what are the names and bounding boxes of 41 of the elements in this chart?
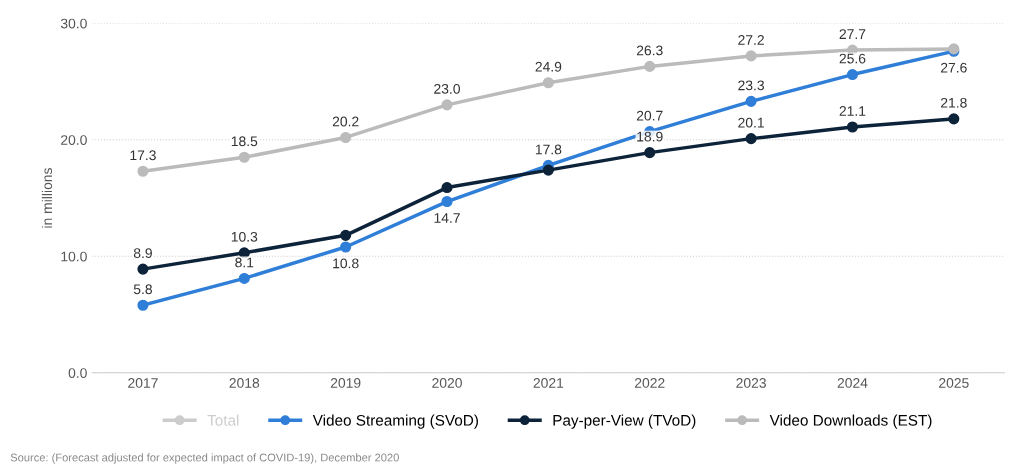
data-label: 5.8 xyxy=(133,284,152,295)
data-label: 23.0 xyxy=(434,83,460,94)
data-label: 24.9 xyxy=(535,61,562,72)
data-label: 18.5 xyxy=(231,136,258,147)
x-tick-label: 2019 xyxy=(330,378,361,388)
x-tick-label: 2017 xyxy=(128,378,158,388)
data-label: 17.3 xyxy=(130,150,156,161)
y-axis-title: in millions xyxy=(41,168,53,228)
x-tick-label: 2022 xyxy=(634,378,665,388)
data-label: 23.3 xyxy=(738,80,764,91)
y-tick-label: 30.0 xyxy=(60,18,87,29)
data-label: 21.8 xyxy=(941,97,967,108)
x-tick-label: 2020 xyxy=(432,378,462,388)
x-tick-label: 2018 xyxy=(229,378,260,388)
data-label: 20.7 xyxy=(636,110,663,121)
legend-label: Pay-per-View (TVoD) xyxy=(553,414,696,429)
data-label: 25.6 xyxy=(839,53,866,64)
data-label: 20.1 xyxy=(738,117,764,128)
data-label: 27.2 xyxy=(738,35,764,45)
y-tick-label: 0.0 xyxy=(68,368,87,378)
x-tick-label: 2021 xyxy=(533,378,564,388)
x-tick-label: 2025 xyxy=(939,378,969,388)
y-tick-label: 20.0 xyxy=(61,135,87,145)
y-tick-label: 10.0 xyxy=(61,251,87,262)
data-label: 10.3 xyxy=(231,231,258,242)
data-label: 10.8 xyxy=(333,258,359,269)
data-label: 18.9 xyxy=(637,131,663,142)
source-note: Source: (Forecast adjusted for expected impact of COVID-19), December 2020 xyxy=(10,453,399,464)
data-label: 27.7 xyxy=(839,29,866,39)
legend-label: Video Streaming (SVoD) xyxy=(312,414,478,429)
data-label: 20.2 xyxy=(332,116,359,127)
x-tick-label: 2023 xyxy=(736,378,766,388)
data-label: 17.8 xyxy=(535,144,562,155)
data-label: 26.3 xyxy=(636,45,663,56)
data-label: 21.1 xyxy=(839,106,866,116)
data-label: 8.9 xyxy=(133,248,152,259)
x-tick-label: 2024 xyxy=(837,378,868,388)
data-label: 14.7 xyxy=(434,213,460,223)
data-label: 8.1 xyxy=(235,257,254,268)
data-label: 27.6 xyxy=(941,62,967,73)
legend-label: Video Downloads (EST) xyxy=(769,414,932,429)
